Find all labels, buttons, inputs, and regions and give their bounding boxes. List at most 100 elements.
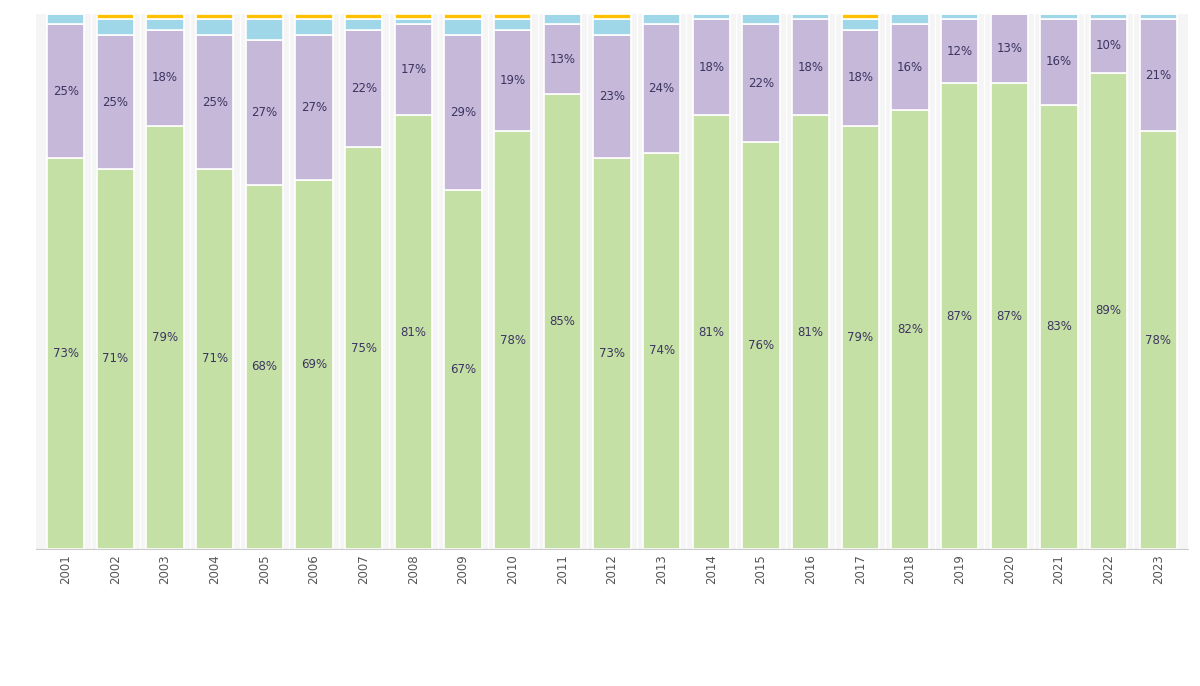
Text: 71%: 71% — [102, 353, 128, 366]
Bar — [941, 19, 978, 83]
Bar — [146, 14, 184, 19]
Bar — [991, 14, 1028, 83]
Bar — [792, 14, 829, 19]
Bar — [395, 19, 432, 25]
Bar — [1140, 14, 1177, 19]
Text: 19%: 19% — [499, 74, 526, 87]
Bar — [743, 142, 780, 549]
Bar — [246, 185, 283, 549]
Bar — [295, 35, 332, 180]
Bar — [743, 25, 780, 142]
Text: 75%: 75% — [350, 342, 377, 355]
Bar — [792, 19, 829, 115]
Bar — [792, 115, 829, 549]
Bar — [1090, 19, 1127, 73]
Bar — [196, 169, 233, 549]
Bar — [1090, 73, 1127, 549]
Bar — [593, 35, 631, 158]
Bar — [593, 19, 631, 35]
Bar — [1040, 105, 1078, 549]
Bar — [246, 14, 283, 19]
Text: 83%: 83% — [1046, 320, 1072, 333]
Bar — [444, 35, 481, 190]
Text: 22%: 22% — [350, 82, 377, 95]
Bar — [1040, 19, 1078, 105]
Bar — [97, 19, 134, 35]
Bar — [444, 14, 481, 19]
Text: 29%: 29% — [450, 106, 476, 119]
Text: 85%: 85% — [550, 315, 575, 328]
Text: 87%: 87% — [996, 309, 1022, 322]
Bar — [444, 19, 481, 35]
Text: 73%: 73% — [53, 347, 79, 360]
Text: 17%: 17% — [401, 63, 426, 76]
Text: 27%: 27% — [301, 101, 328, 114]
Bar — [841, 14, 878, 19]
Bar — [1040, 14, 1078, 19]
Text: 89%: 89% — [1096, 304, 1122, 317]
Text: 74%: 74% — [648, 344, 674, 357]
Bar — [941, 14, 978, 19]
Bar — [643, 25, 680, 153]
Bar — [146, 126, 184, 549]
Bar — [892, 14, 929, 25]
Bar — [494, 14, 532, 19]
Bar — [196, 19, 233, 35]
Text: 82%: 82% — [896, 323, 923, 336]
Text: 81%: 81% — [698, 326, 725, 339]
Text: 25%: 25% — [202, 95, 228, 108]
Bar — [1140, 19, 1177, 132]
Text: 81%: 81% — [401, 326, 426, 339]
Bar — [593, 158, 631, 549]
Bar — [146, 29, 184, 126]
Bar — [892, 110, 929, 549]
Bar — [544, 94, 581, 549]
Bar — [196, 35, 233, 169]
Bar — [346, 29, 383, 147]
Bar — [892, 25, 929, 110]
Bar — [47, 14, 84, 25]
Bar — [643, 14, 680, 25]
Bar — [692, 19, 730, 115]
Text: 24%: 24% — [648, 82, 674, 95]
Text: 27%: 27% — [251, 106, 277, 119]
Bar — [346, 14, 383, 19]
Text: 81%: 81% — [798, 326, 823, 339]
Bar — [692, 14, 730, 19]
Bar — [544, 14, 581, 25]
Bar — [346, 147, 383, 549]
Bar — [246, 40, 283, 185]
Bar — [1090, 14, 1127, 19]
Bar — [841, 19, 878, 29]
Bar — [295, 19, 332, 35]
Bar — [494, 132, 532, 549]
Text: 79%: 79% — [847, 331, 874, 344]
Bar — [692, 115, 730, 549]
Text: 79%: 79% — [152, 331, 178, 344]
Text: 25%: 25% — [102, 95, 128, 108]
Bar — [295, 14, 332, 19]
Bar — [743, 14, 780, 25]
Bar — [444, 190, 481, 549]
Text: 18%: 18% — [798, 61, 823, 73]
Bar — [395, 14, 432, 19]
Text: 87%: 87% — [947, 309, 972, 322]
Bar — [494, 19, 532, 29]
Bar — [544, 25, 581, 94]
Bar — [47, 25, 84, 158]
Bar — [1140, 132, 1177, 549]
Bar — [941, 83, 978, 549]
Bar — [643, 153, 680, 549]
Text: 12%: 12% — [947, 45, 973, 58]
Bar — [246, 19, 283, 40]
Text: 71%: 71% — [202, 353, 228, 366]
Bar — [991, 83, 1028, 549]
Bar — [841, 126, 878, 549]
Text: 13%: 13% — [996, 42, 1022, 55]
Text: 22%: 22% — [748, 77, 774, 90]
Bar — [97, 169, 134, 549]
Text: 18%: 18% — [152, 71, 178, 84]
Bar — [47, 158, 84, 549]
Text: 78%: 78% — [1145, 333, 1171, 346]
Bar — [395, 25, 432, 115]
